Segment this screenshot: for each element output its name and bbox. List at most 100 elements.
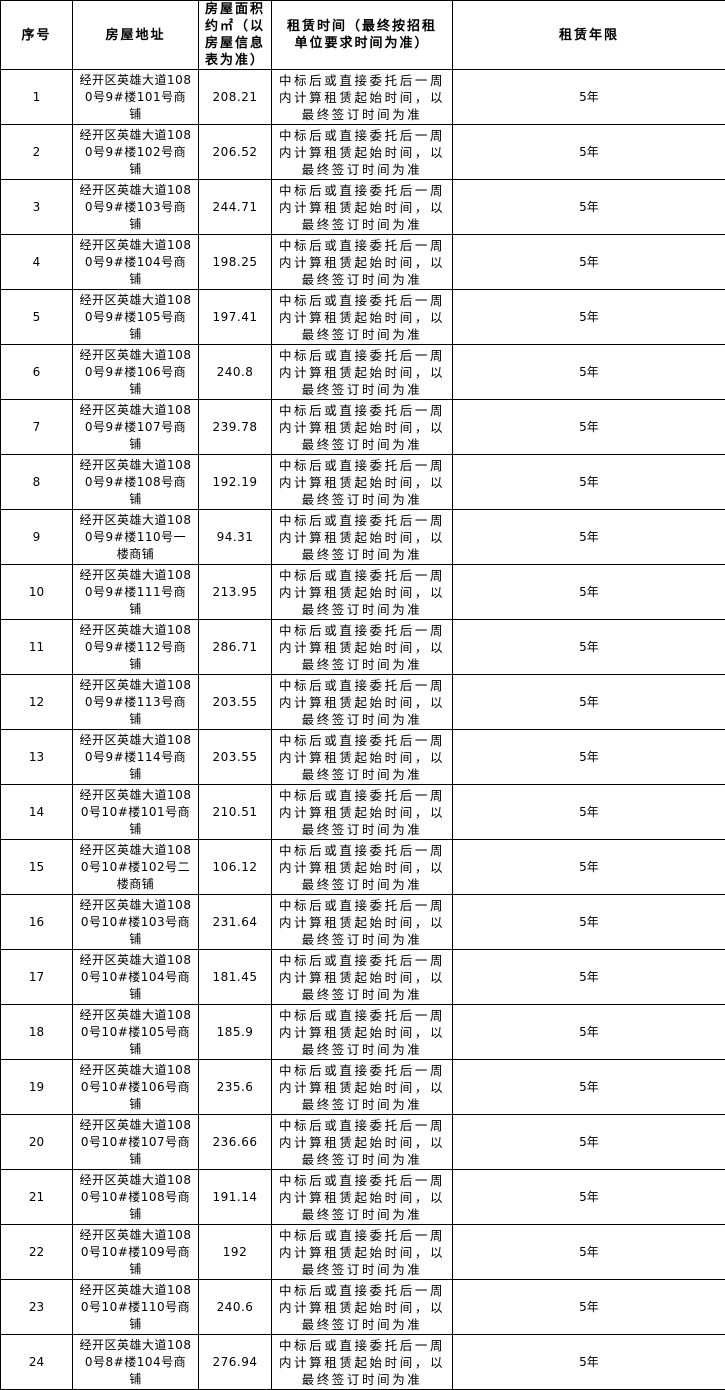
cell-no: 3 (0, 179, 73, 235)
cell-term: 5年 (452, 124, 725, 180)
cell-term: 5年 (452, 729, 725, 785)
cell-term: 5年 (452, 894, 725, 950)
cell-rental-time: 中标后或直接委托后一周内计算租赁起始时间，以最终签订时间为准 (271, 454, 453, 510)
cell-area: 192 (198, 1224, 272, 1280)
cell-address: 经开区英雄大道1080号9#楼114号商铺 (72, 729, 199, 785)
cell-rental-time: 中标后或直接委托后一周内计算租赁起始时间，以最终签订时间为准 (271, 894, 453, 950)
cell-area: 185.9 (198, 1004, 272, 1060)
cell-address: 经开区英雄大道1080号10#楼103号商铺 (72, 894, 199, 950)
table-row: 22 经开区英雄大道1080号10#楼109号商铺 192 中标后或直接委托后一周内计… (0, 1224, 725, 1280)
cell-rental-time-text: 中标后或直接委托后一周内计算租赁起始时间，以最终签订时间为准 (278, 72, 446, 122)
table-row: 8 经开区英雄大道1080号9#楼108号商铺 192.19 中标后或直接委托后一周内… (0, 454, 725, 510)
cell-no: 18 (0, 1004, 73, 1060)
cell-area: 213.95 (198, 564, 272, 620)
cell-area: 240.8 (198, 344, 272, 400)
cell-area: 208.21 (198, 69, 272, 125)
cell-area: 181.45 (198, 949, 272, 1005)
cell-rental-time: 中标后或直接委托后一周内计算租赁起始时间，以最终签订时间为准 (271, 674, 453, 730)
table-row: 16 经开区英雄大道1080号10#楼103号商铺 231.64 中标后或直接委托后一… (0, 894, 725, 950)
table-row: 13 经开区英雄大道1080号9#楼114号商铺 203.55 中标后或直接委托后一周… (0, 729, 725, 785)
table-row: 10 经开区英雄大道1080号9#楼111号商铺 213.95 中标后或直接委托后一周… (0, 564, 725, 620)
cell-address: 经开区英雄大道1080号9#楼107号商铺 (72, 399, 199, 455)
cell-rental-time: 中标后或直接委托后一周内计算租赁起始时间，以最终签订时间为准 (271, 289, 453, 345)
cell-address: 经开区英雄大道1080号10#楼105号商铺 (72, 1004, 199, 1060)
cell-term: 5年 (452, 234, 725, 290)
cell-address: 经开区英雄大道1080号10#楼101号商铺 (72, 784, 199, 840)
table-row: 2 经开区英雄大道1080号9#楼102号商铺 206.52 中标后或直接委托后一周内… (0, 124, 725, 180)
header-rental-time-text: 租赁时间（最终按招租单位要求时间为准） (287, 19, 438, 51)
cell-no: 1 (0, 69, 73, 125)
cell-rental-time: 中标后或直接委托后一周内计算租赁起始时间，以最终签订时间为准 (271, 949, 453, 1005)
table-row: 15 经开区英雄大道1080号10#楼102号二楼商铺 106.12 中标后或直接委托… (0, 839, 725, 895)
cell-term: 5年 (452, 1224, 725, 1280)
cell-rental-time: 中标后或直接委托后一周内计算租赁起始时间，以最终签订时间为准 (271, 124, 453, 180)
cell-address: 经开区英雄大道1080号9#楼101号商铺 (72, 69, 199, 125)
cell-rental-time: 中标后或直接委托后一周内计算租赁起始时间，以最终签订时间为准 (271, 179, 453, 235)
cell-address: 经开区英雄大道1080号9#楼112号商铺 (72, 619, 199, 675)
cell-term: 5年 (452, 839, 725, 895)
cell-no: 12 (0, 674, 73, 730)
cell-no: 16 (0, 894, 73, 950)
table-row: 9 经开区英雄大道1080号9#楼110号一楼商铺 94.31 中标后或直接委托后一周… (0, 509, 725, 565)
header-term: 租赁年限 (452, 0, 725, 70)
cell-rental-time: 中标后或直接委托后一周内计算租赁起始时间，以最终签订时间为准 (271, 1279, 453, 1335)
cell-no: 22 (0, 1224, 73, 1280)
header-area-text: 房屋面积约㎡（以房屋信息表为准） (204, 2, 265, 68)
cell-term: 5年 (452, 399, 725, 455)
cell-rental-time: 中标后或直接委托后一周内计算租赁起始时间，以最终签订时间为准 (271, 1059, 453, 1115)
cell-no: 13 (0, 729, 73, 785)
cell-rental-time: 中标后或直接委托后一周内计算租赁起始时间，以最终签订时间为准 (271, 619, 453, 675)
table-row: 7 经开区英雄大道1080号9#楼107号商铺 239.78 中标后或直接委托后一周内… (0, 399, 725, 455)
cell-no: 11 (0, 619, 73, 675)
cell-rental-time-text: 中标后或直接委托后一周内计算租赁起始时间，以最终签订时间为准 (278, 1007, 446, 1057)
cell-no: 15 (0, 839, 73, 895)
cell-area: 276.94 (198, 1334, 272, 1390)
cell-area: 94.31 (198, 509, 272, 565)
cell-rental-time-text: 中标后或直接委托后一周内计算租赁起始时间，以最终签订时间为准 (278, 182, 446, 232)
table-row: 24 经开区英雄大道1080号8#楼104号商铺 276.94 中标后或直接委托后一周… (0, 1334, 725, 1390)
cell-no: 24 (0, 1334, 73, 1390)
cell-term: 5年 (452, 454, 725, 510)
cell-rental-time: 中标后或直接委托后一周内计算租赁起始时间，以最终签订时间为准 (271, 1004, 453, 1060)
cell-area: 244.71 (198, 179, 272, 235)
table-row: 14 经开区英雄大道1080号10#楼101号商铺 210.51 中标后或直接委托后一… (0, 784, 725, 840)
cell-area: 197.41 (198, 289, 272, 345)
cell-area: 235.6 (198, 1059, 272, 1115)
cell-area: 210.51 (198, 784, 272, 840)
cell-rental-time: 中标后或直接委托后一周内计算租赁起始时间，以最终签订时间为准 (271, 839, 453, 895)
cell-no: 10 (0, 564, 73, 620)
cell-rental-time-text: 中标后或直接委托后一周内计算租赁起始时间，以最终签订时间为准 (278, 567, 446, 617)
cell-rental-time: 中标后或直接委托后一周内计算租赁起始时间，以最终签订时间为准 (271, 509, 453, 565)
cell-term: 5年 (452, 564, 725, 620)
cell-area: 106.12 (198, 839, 272, 895)
cell-term: 5年 (452, 1334, 725, 1390)
cell-no: 17 (0, 949, 73, 1005)
cell-term: 5年 (452, 619, 725, 675)
cell-rental-time: 中标后或直接委托后一周内计算租赁起始时间，以最终签订时间为准 (271, 344, 453, 400)
table-row: 11 经开区英雄大道1080号9#楼112号商铺 286.71 中标后或直接委托后一周… (0, 619, 725, 675)
table-row: 23 经开区英雄大道1080号10#楼110号商铺 240.6 中标后或直接委托后一周… (0, 1279, 725, 1335)
cell-no: 23 (0, 1279, 73, 1335)
cell-area: 240.6 (198, 1279, 272, 1335)
cell-no: 7 (0, 399, 73, 455)
cell-no: 21 (0, 1169, 73, 1225)
cell-rental-time-text: 中标后或直接委托后一周内计算租赁起始时间，以最终签订时间为准 (278, 677, 446, 727)
cell-address: 经开区英雄大道1080号9#楼113号商铺 (72, 674, 199, 730)
table-row: 17 经开区英雄大道1080号10#楼104号商铺 181.45 中标后或直接委托后一… (0, 949, 725, 1005)
cell-no: 5 (0, 289, 73, 345)
cell-address: 经开区英雄大道1080号9#楼105号商铺 (72, 289, 199, 345)
cell-rental-time-text: 中标后或直接委托后一周内计算租赁起始时间，以最终签订时间为准 (278, 897, 446, 947)
header-address: 房屋地址 (72, 0, 199, 70)
cell-term: 5年 (452, 1169, 725, 1225)
cell-rental-time-text: 中标后或直接委托后一周内计算租赁起始时间，以最终签订时间为准 (278, 787, 446, 837)
cell-rental-time: 中标后或直接委托后一周内计算租赁起始时间，以最终签订时间为准 (271, 1224, 453, 1280)
table-row: 20 经开区英雄大道1080号10#楼107号商铺 236.66 中标后或直接委托后一… (0, 1114, 725, 1170)
cell-no: 4 (0, 234, 73, 290)
cell-rental-time: 中标后或直接委托后一周内计算租赁起始时间，以最终签订时间为准 (271, 399, 453, 455)
cell-rental-time-text: 中标后或直接委托后一周内计算租赁起始时间，以最终签订时间为准 (278, 402, 446, 452)
cell-address: 经开区英雄大道1080号9#楼108号商铺 (72, 454, 199, 510)
table-row: 4 经开区英雄大道1080号9#楼104号商铺 198.25 中标后或直接委托后一周内… (0, 234, 725, 290)
cell-address: 经开区英雄大道1080号9#楼106号商铺 (72, 344, 199, 400)
cell-rental-time-text: 中标后或直接委托后一周内计算租赁起始时间，以最终签订时间为准 (278, 622, 446, 672)
cell-no: 19 (0, 1059, 73, 1115)
